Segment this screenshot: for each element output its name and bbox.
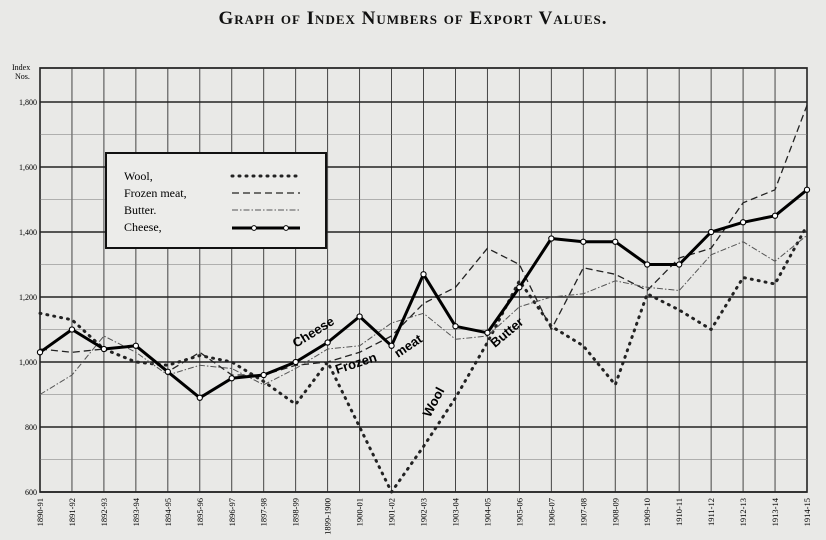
x-tick-label: 1899-1900: [323, 498, 333, 535]
x-tick-label: 1910-11: [674, 498, 684, 526]
x-tick-label: 1892-93: [99, 498, 109, 526]
cheese-data-point: [612, 238, 619, 245]
y-tick-label: 1,400: [19, 228, 37, 237]
x-tick-labels: 1890-91 1891-92 1892-93 1893-94 1894-95 1895-…: [35, 497, 812, 535]
x-tick-label: 1894-95: [163, 498, 173, 526]
legend-label-wool: Wool,: [124, 169, 153, 183]
legend-label-butter: Butter.: [124, 203, 156, 217]
x-tick-label: 1912-13: [738, 498, 748, 526]
cheese-data-point: [388, 342, 395, 349]
x-tick-label: 1904-05: [482, 498, 492, 526]
x-tick-label: 1898-99: [291, 498, 301, 526]
x-tick-label: 1902-03: [419, 498, 429, 526]
series-layer: [36, 105, 811, 494]
y-tick-label: 800: [25, 423, 37, 432]
x-tick-label: 1914-15: [802, 498, 812, 526]
x-tick-label: 1897-98: [259, 498, 269, 526]
legend-label-cheese: Cheese,: [124, 220, 162, 234]
cheese-data-point: [132, 342, 140, 349]
cheese-data-point: [644, 261, 651, 268]
cheese-data-point: [771, 212, 779, 219]
series-line-wool: [38, 224, 809, 494]
cheese-data-point: [36, 349, 44, 356]
y-axis-label-line1: Index: [12, 63, 30, 72]
x-tick-label: 1901-02: [387, 498, 397, 526]
x-tick-label: 1908-09: [610, 498, 620, 526]
y-tick-label: 1,800: [19, 98, 37, 107]
cheese-data-point: [228, 375, 235, 382]
y-tick-label: 1,000: [19, 358, 37, 367]
cheese-data-point: [739, 219, 747, 226]
chart-title: Graph of Index Numbers of Export Values.: [218, 8, 608, 29]
x-tick-label: 1906-07: [546, 498, 556, 526]
x-tick-label: 1891-92: [67, 498, 77, 526]
cheese-data-point: [676, 261, 683, 268]
x-tick-label: 1905-06: [514, 498, 524, 526]
x-tick-label: 1909-10: [642, 498, 652, 526]
cheese-data-point: [484, 329, 491, 336]
cheese-data-point: [324, 339, 331, 346]
x-tick-label: 1890-91: [35, 498, 45, 526]
series-line-butter: [39, 234, 808, 395]
legend: Wool, Frozen meat, Butter. Cheese,: [105, 152, 327, 249]
legend-label-frozen-meat: Frozen meat,: [124, 186, 187, 200]
x-tick-label: 1893-94: [131, 497, 141, 526]
x-tick-label: 1896-97: [227, 498, 237, 526]
y-axis-label-line2: Nos.: [15, 72, 30, 81]
legend-swatch-cheese: [232, 225, 300, 231]
cheese-data-point: [68, 326, 76, 333]
cheese-data-point: [420, 271, 427, 278]
x-tick-label: 1895-96: [195, 498, 205, 526]
cheese-data-point: [452, 323, 459, 330]
cheese-data-point: [548, 235, 555, 242]
cheese-data-point: [516, 284, 523, 291]
y-tick-label: 1,200: [19, 293, 37, 302]
cheese-data-point: [164, 368, 171, 375]
x-tick-label: 1907-08: [578, 498, 588, 526]
y-tick-labels: 600 800 1,000 1,200 1,400 1,600 1,800: [19, 98, 37, 497]
y-tick-label: 600: [25, 488, 37, 497]
x-tick-label: 1913-14: [770, 497, 780, 526]
cheese-data-point: [196, 394, 203, 401]
cheese-data-point: [100, 345, 108, 353]
cheese-data-point: [580, 238, 587, 245]
legend-box: [105, 152, 327, 249]
grid-lines: [39, 67, 808, 493]
cheese-data-point: [356, 313, 363, 320]
y-tick-label: 1,600: [19, 163, 37, 172]
cheese-data-point: [260, 371, 267, 379]
cheese-data-point: [803, 186, 811, 193]
x-tick-label: 1903-04: [450, 497, 460, 526]
cheese-data-point: [707, 228, 715, 236]
x-tick-label: 1900-01: [355, 498, 365, 526]
x-tick-label: 1911-12: [706, 498, 716, 526]
annotation-cheese: Cheese: [290, 313, 337, 350]
cheese-data-point: [292, 358, 299, 366]
